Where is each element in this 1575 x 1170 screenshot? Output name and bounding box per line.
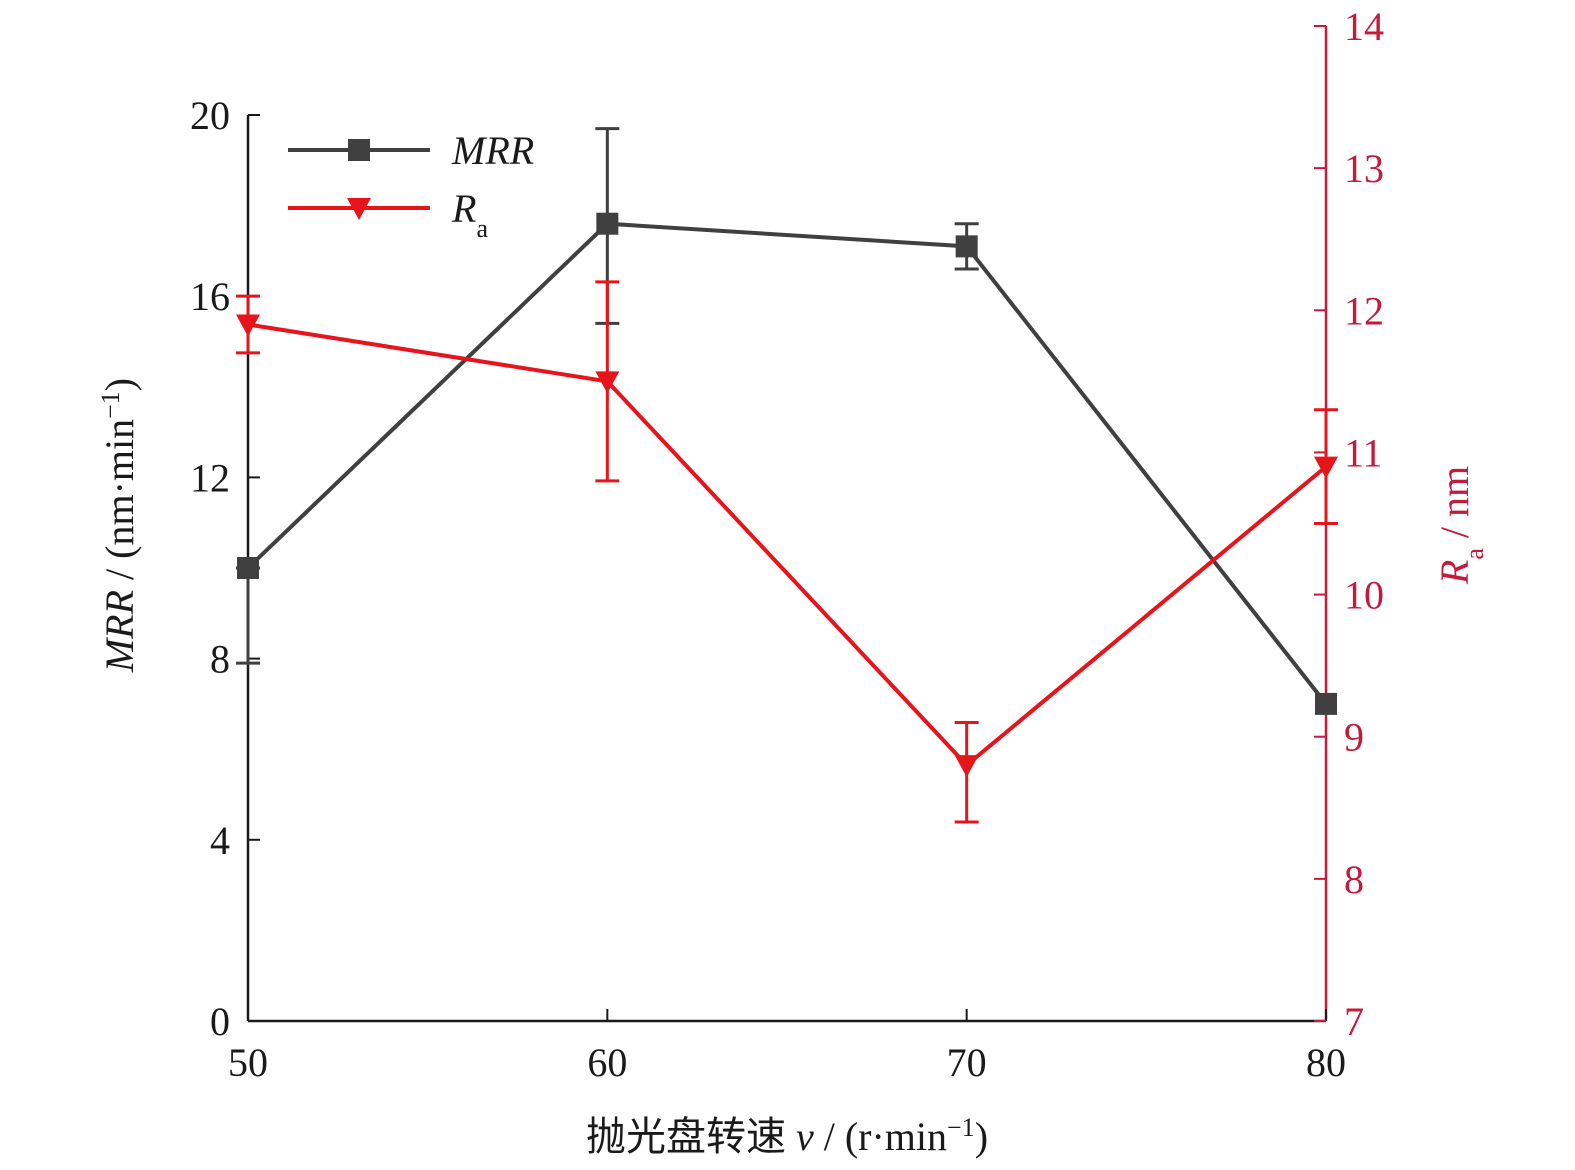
legend-label-name: R bbox=[451, 186, 476, 231]
y-right-tick-label: 14 bbox=[1344, 4, 1384, 49]
y-left-axis-title-var: MRR bbox=[97, 590, 142, 673]
y-left-tick-label: 16 bbox=[190, 274, 230, 319]
legend-label-mrr: MRR bbox=[451, 128, 534, 173]
x-axis-title: 抛光盘转速 v / (r·min−1) bbox=[586, 1113, 988, 1160]
series-layer bbox=[236, 127, 1338, 824]
y-right-axis-title-var: R bbox=[1432, 560, 1477, 585]
y-left-tick-label: 20 bbox=[190, 93, 230, 138]
y-right-axis-title-sub: a bbox=[1460, 548, 1489, 560]
y-right-tick-label: 13 bbox=[1344, 146, 1384, 191]
legend-label-name: MRR bbox=[451, 128, 534, 173]
x-axis-title-unit: / (r·min bbox=[814, 1114, 947, 1159]
y-right-tick-label: 11 bbox=[1344, 430, 1383, 475]
y-left-axis-title-unit: / (nm·min bbox=[97, 419, 142, 590]
x-axis-title-sup: −1 bbox=[947, 1113, 975, 1142]
data-point bbox=[236, 314, 260, 337]
y-left-tick-label: 12 bbox=[190, 455, 230, 500]
y-right-tick-label: 7 bbox=[1344, 999, 1364, 1044]
y-right-tick-label: 9 bbox=[1344, 715, 1364, 760]
x-axis-title-prefix: 抛光盘转速 bbox=[586, 1114, 796, 1159]
y-left-tick-label: 4 bbox=[210, 818, 230, 863]
axes-layer: 50 60 70 80 0 4 8 12 16 20 7 8 9 10 11 12 13 14 抛光盘转速 v / … bbox=[96, 4, 1489, 1159]
legend: MRR Ra bbox=[288, 128, 534, 243]
y-right-tick-label: 8 bbox=[1344, 857, 1364, 902]
series-line bbox=[246, 221, 1328, 706]
data-point bbox=[595, 371, 620, 394]
y-right-axis-title: Ra / nm bbox=[1432, 466, 1489, 585]
x-axis-title-var: v bbox=[796, 1114, 814, 1159]
legend-marker-ra bbox=[347, 198, 371, 220]
y-left-axis-title: MRR / (nm·min−1) bbox=[96, 378, 143, 673]
legend-label-ra: Ra bbox=[451, 186, 488, 243]
y-left-tick-label: 0 bbox=[210, 999, 230, 1044]
y-left-tick-label: 8 bbox=[210, 637, 230, 682]
x-tick-label: 80 bbox=[1306, 1040, 1346, 1085]
series-mrr bbox=[236, 127, 1337, 715]
y-right-tick-label: 10 bbox=[1344, 573, 1384, 618]
x-tick-label: 50 bbox=[228, 1040, 268, 1085]
y-left-axis-title-sup: −1 bbox=[96, 391, 125, 419]
x-tick-label: 60 bbox=[587, 1040, 627, 1085]
data-point bbox=[596, 212, 619, 235]
data-point bbox=[955, 235, 978, 258]
series-ra bbox=[236, 280, 1338, 824]
y-right-axis-title-unit: / nm bbox=[1432, 466, 1477, 548]
data-point bbox=[1315, 692, 1337, 715]
data-point bbox=[237, 557, 259, 579]
legend-marker-mrr bbox=[348, 139, 370, 161]
data-point bbox=[1314, 456, 1338, 479]
data-point bbox=[954, 755, 979, 778]
y-left-axis-title-close: ) bbox=[97, 378, 142, 391]
legend-label-sub: a bbox=[476, 214, 488, 243]
x-axis-title-close: ) bbox=[975, 1114, 988, 1159]
x-tick-label: 70 bbox=[947, 1040, 987, 1085]
series-line bbox=[247, 322, 1328, 768]
y-right-tick-label: 12 bbox=[1344, 288, 1384, 333]
